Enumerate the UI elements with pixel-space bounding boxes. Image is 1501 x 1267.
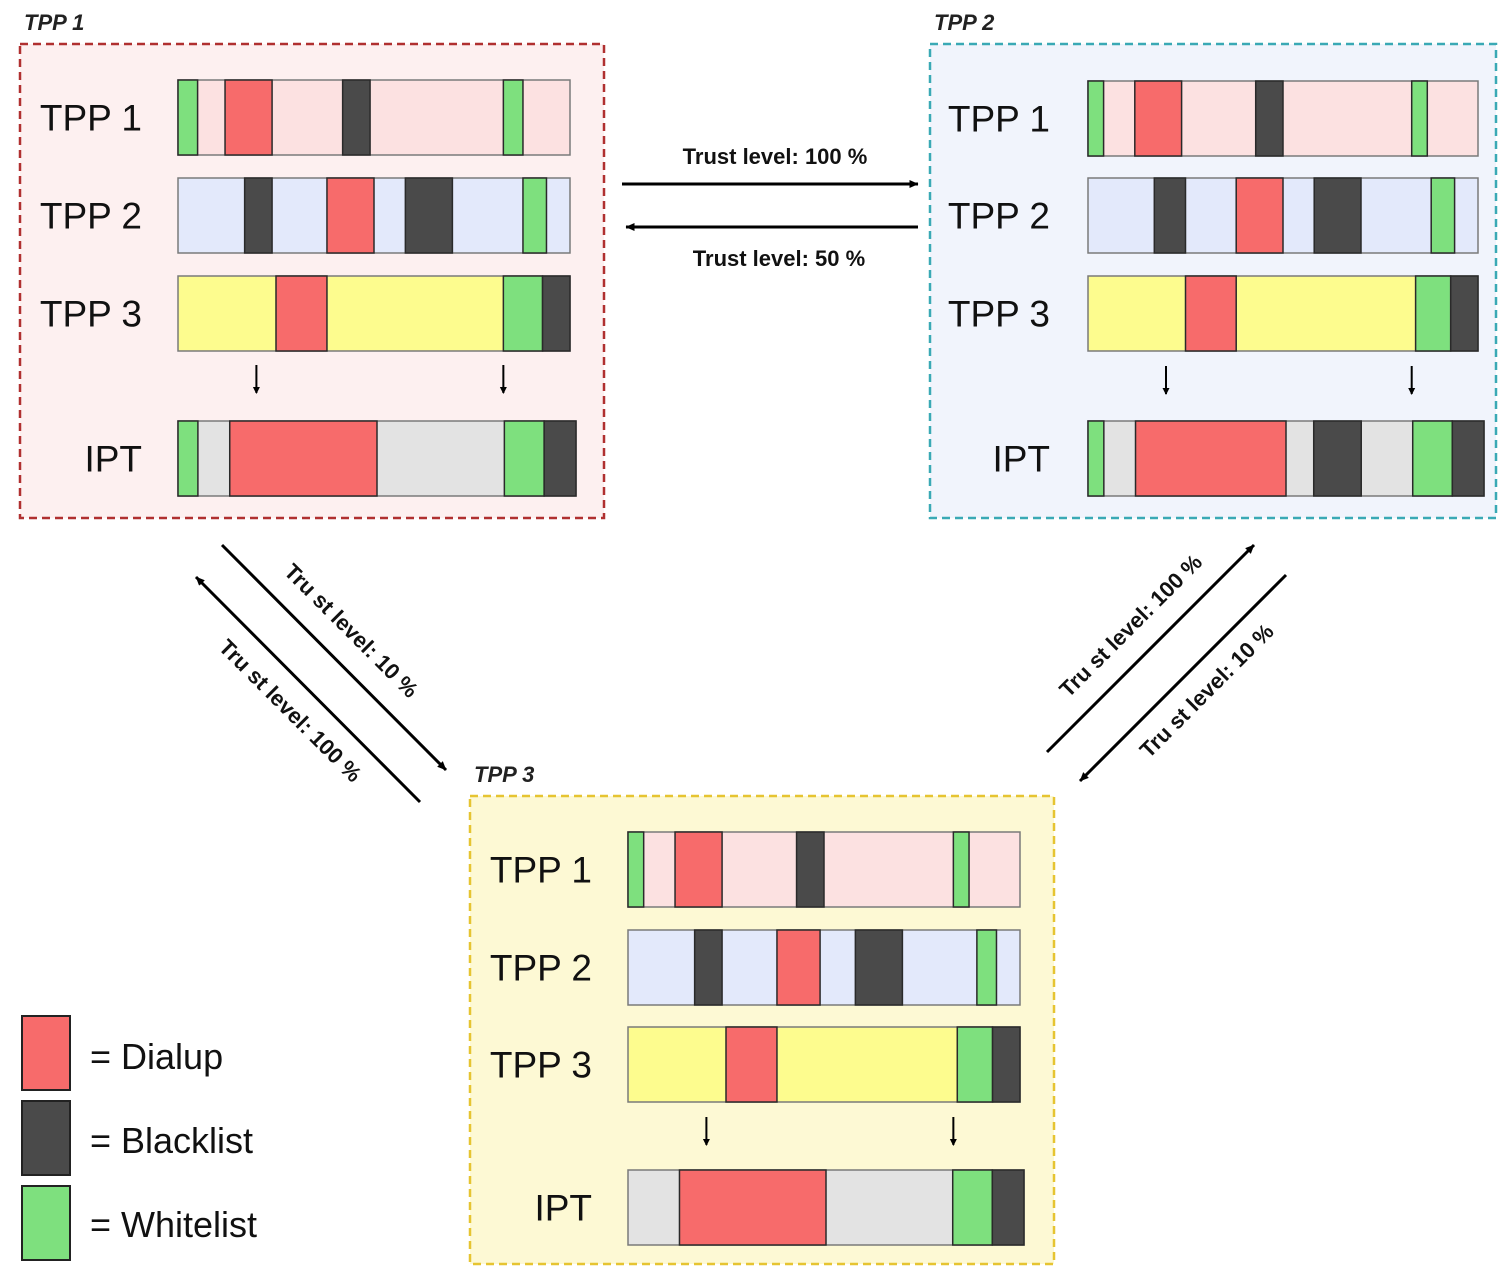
trust-label: Trust level: 100 % [683,144,868,169]
segment-whitelist [502,275,544,352]
bar-row: TPP 1 [40,79,571,156]
bar-background [1087,275,1479,352]
segment-dialup [1235,177,1284,254]
bar-row: TPP 1 [948,80,1479,157]
segment-blacklist [1449,275,1479,352]
trust-arrow [220,543,448,772]
legend-label-whitelist: = Whitelist [90,1204,257,1245]
trust-label: Tru st level: 10 % [1135,619,1279,763]
segment-dialup [674,831,723,908]
panel-title: TPP 2 [934,10,995,35]
trust-arrow [194,575,422,804]
bar-row: IPT [84,420,577,497]
segment-whitelist [177,79,199,156]
legend: = Dialup = Blacklist = Whitelist [21,1015,257,1261]
trust-edge-tpp3-to-tpp1: Tru st level: 100 % [194,575,422,804]
segment-dialup [678,1169,827,1246]
segment-dialup [1184,275,1237,352]
segment-dialup [326,177,375,254]
bar-row: TPP 2 [948,177,1479,254]
segment-whitelist [1411,420,1454,497]
bar-row: TPP 2 [40,177,571,254]
segment-blacklist [243,177,273,254]
segment-dialup [1134,80,1183,157]
bar-row: IPT [534,1169,1025,1246]
segment-whitelist [177,420,199,497]
segment-whitelist [952,831,970,908]
panel-title: TPP 1 [24,10,84,35]
trust-arrow [1078,573,1288,783]
segment-dialup [224,79,273,156]
segment-whitelist [1087,80,1105,157]
row-label: TPP 3 [40,294,142,335]
segment-whitelist [502,79,524,156]
segment-blacklist [795,831,825,908]
segment-dialup [776,929,821,1006]
segment-dialup [228,420,378,497]
row-label: TPP 2 [40,196,142,237]
bar-row: TPP 2 [490,929,1021,1006]
legend-label-blacklist: = Blacklist [90,1120,253,1161]
segment-blacklist [693,929,723,1006]
segment-blacklist [1312,420,1362,497]
row-label: TPP 2 [490,948,592,989]
row-label: TPP 1 [40,98,142,139]
trust-label: Tru st level: 100 % [214,634,367,787]
segment-blacklist [1313,177,1362,254]
row-label: IPT [84,439,142,480]
row-label: TPP 3 [490,1045,592,1086]
bar-row: TPP 3 [948,275,1479,352]
bars-layer: TPP 1 TPP 2 TPP 3 IPT TPP 1 TPP 2 TPP 3 IPT TPP … [40,79,1485,1246]
trust-label: Tru st level: 100 % [1054,549,1207,702]
segment-blacklist [1254,80,1284,157]
row-label: IPT [992,439,1050,480]
segment-whitelist [522,177,548,254]
segment-blacklist [991,1169,1025,1246]
segment-whitelist [1410,80,1429,157]
row-label: TPP 1 [948,99,1050,140]
segment-whitelist [503,420,545,497]
trust-label: Trust level: 50 % [693,246,865,271]
row-label: TPP 1 [490,850,592,891]
trust-arrow [1045,543,1256,754]
segment-blacklist [404,177,454,254]
trust-edge-tpp3-to-tpp2: Tru st level: 100 % [1045,543,1256,754]
segment-whitelist [956,1026,994,1103]
panel-title: TPP 3 [474,762,534,787]
segment-whitelist [976,929,998,1006]
segment-dialup [1134,420,1287,497]
row-label: TPP 3 [948,294,1050,335]
trust-edge-tpp2-to-tpp1: Trust level: 50 % [625,223,918,271]
trust-edge-tpp2-to-tpp3: Tru st level: 10 % [1078,573,1288,783]
segment-blacklist [991,1026,1021,1103]
segment-blacklist [543,420,577,497]
segment-whitelist [627,831,645,908]
segment-whitelist [951,1169,994,1246]
row-label: TPP 2 [948,196,1050,237]
legend-swatch-whitelist [21,1185,71,1261]
segment-whitelist [1414,275,1452,352]
segment-blacklist [1153,177,1187,254]
bar-row: TPP 1 [490,831,1021,908]
legend-swatch-blacklist [21,1100,71,1176]
trust-edge-tpp1-to-tpp2: Trust level: 100 % [622,144,919,188]
segment-blacklist [341,79,371,156]
bar-background [627,929,1021,1006]
bar-row: IPT [992,420,1485,497]
bar-row: TPP 3 [40,275,571,352]
row-label: IPT [534,1188,592,1229]
segment-blacklist [541,275,571,352]
segment-dialup [725,1026,778,1103]
bar-row: TPP 3 [490,1026,1021,1103]
segment-dialup [275,275,328,352]
segment-whitelist [1430,177,1456,254]
segment-blacklist [854,929,904,1006]
legend-swatch-dialup [21,1015,71,1091]
segment-whitelist [1087,420,1105,497]
legend-label-dialup: = Dialup [90,1036,223,1077]
segment-blacklist [1451,420,1485,497]
